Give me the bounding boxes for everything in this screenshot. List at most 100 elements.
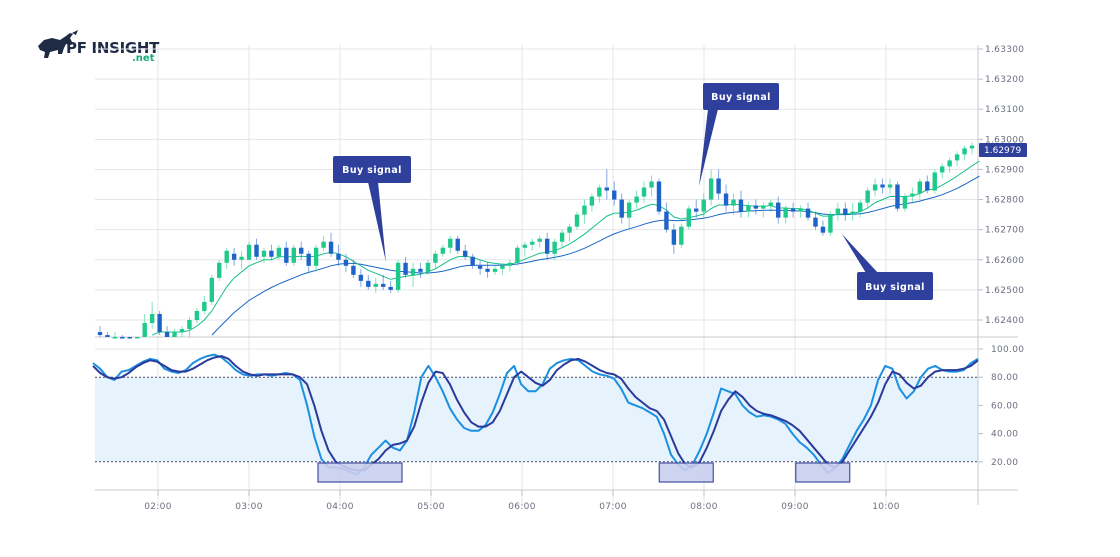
buy-signal-callout-1: Buy signal [333, 156, 411, 262]
bullish-candle [954, 151, 960, 167]
bearish-candle [462, 244, 468, 260]
bullish-candle [910, 187, 915, 203]
bullish-candle [135, 337, 140, 339]
bearish-candle [164, 326, 170, 337]
bearish-candle [388, 280, 393, 293]
bull-logo-icon [38, 30, 78, 58]
bullish-candle [902, 193, 908, 212]
bullish-candle [492, 265, 498, 275]
bearish-candle [418, 262, 423, 278]
bullish-candle [395, 259, 401, 293]
oversold-highlight-box [658, 462, 714, 483]
bullish-candle [410, 262, 416, 287]
bullish-candle [679, 223, 684, 248]
bearish-candle [343, 253, 349, 272]
bullish-candle [872, 178, 878, 197]
pf-insight-logo: PF INSIGHT .net [38, 30, 160, 64]
price-tick-label: 1.62800 [985, 196, 1024, 206]
x-tick-label: 04:00 [326, 502, 353, 512]
bullish-candle [530, 238, 535, 251]
stoch-tick-label: 60.00 [991, 401, 1018, 411]
bullish-candle [321, 235, 326, 251]
price-tick-label: 1.62900 [985, 165, 1024, 175]
bullish-candle [649, 175, 654, 197]
bullish-candle [246, 241, 252, 260]
bearish-candle [723, 184, 729, 212]
bearish-candle [612, 181, 617, 206]
bullish-candle [217, 259, 222, 281]
bearish-candle [336, 244, 341, 266]
bearish-candle [157, 310, 162, 336]
bearish-candle [776, 196, 781, 224]
oversold-highlight-box [795, 462, 851, 483]
bearish-candle [738, 190, 744, 218]
bearish-candle [455, 235, 460, 254]
buy-signal-label: Buy signal [711, 92, 771, 103]
bullish-candle [835, 202, 841, 221]
bearish-candle [284, 241, 289, 266]
last-price-label: 1.62979 [984, 146, 1021, 156]
x-tick-label: 05:00 [417, 502, 444, 512]
bearish-candle [328, 232, 334, 257]
bullish-candle [701, 193, 706, 218]
bullish-candle [239, 250, 244, 269]
bullish-candle [597, 184, 602, 203]
bearish-candle [105, 332, 110, 337]
x-tick-label: 09:00 [781, 502, 808, 512]
bullish-candle [641, 181, 647, 203]
bullish-candle [634, 190, 639, 209]
bearish-candle [97, 326, 103, 337]
bearish-candle [694, 199, 699, 218]
bullish-candle [731, 193, 736, 215]
bullish-candle [142, 313, 147, 337]
bullish-candle [194, 307, 200, 324]
bearish-candle [880, 178, 885, 194]
bullish-candle [276, 244, 282, 260]
price-tick-label: 1.62400 [985, 316, 1024, 326]
bullish-candle [932, 169, 937, 194]
buy-signal-label: Buy signal [342, 165, 402, 176]
bullish-candle [761, 202, 766, 218]
bearish-candle [671, 223, 677, 254]
bearish-candle [753, 199, 759, 215]
bullish-candle [291, 244, 296, 266]
bullish-candle [947, 157, 952, 173]
oversold-markers [317, 462, 851, 483]
bullish-candle [865, 187, 870, 209]
bullish-candle [589, 193, 595, 212]
bullish-candle [686, 205, 691, 230]
bullish-candle [708, 169, 714, 206]
bullish-candle [828, 211, 833, 236]
bearish-candle [619, 193, 624, 224]
bearish-candle [299, 241, 304, 260]
bearish-candle [403, 256, 408, 278]
bearish-candle [656, 178, 662, 215]
bearish-candle [477, 259, 483, 275]
bearish-candle [120, 335, 125, 339]
bearish-candle [231, 247, 237, 266]
bearish-candle [254, 238, 259, 260]
price-tick-label: 1.63200 [985, 75, 1024, 85]
bullish-candle [261, 247, 267, 263]
bullish-candle [373, 277, 378, 293]
price-tick-label: 1.63300 [985, 45, 1024, 55]
bearish-candle [269, 244, 274, 260]
axes: 02:00 03:00 04:00 05:00 06:00 07:00 08:00 09:00… [95, 45, 1024, 512]
bearish-candle [381, 274, 386, 290]
last-price-tag: 1.62979 [979, 143, 1027, 157]
bearish-candle [813, 211, 818, 230]
bullish-candle [783, 205, 788, 224]
bearish-candle [664, 202, 669, 233]
logo-subtext: .net [132, 53, 155, 64]
x-tick-label: 07:00 [599, 502, 626, 512]
bullish-candle [224, 247, 229, 269]
bullish-candle [552, 238, 557, 260]
bullish-candle [746, 202, 751, 218]
bearish-candle [716, 169, 721, 200]
stoch-tick-label: 40.00 [991, 430, 1018, 440]
bullish-candle [500, 262, 505, 275]
price-tick-label: 1.63000 [985, 135, 1024, 145]
bearish-candle [127, 337, 133, 339]
candlesticks [97, 142, 975, 339]
bullish-candle [939, 163, 945, 179]
